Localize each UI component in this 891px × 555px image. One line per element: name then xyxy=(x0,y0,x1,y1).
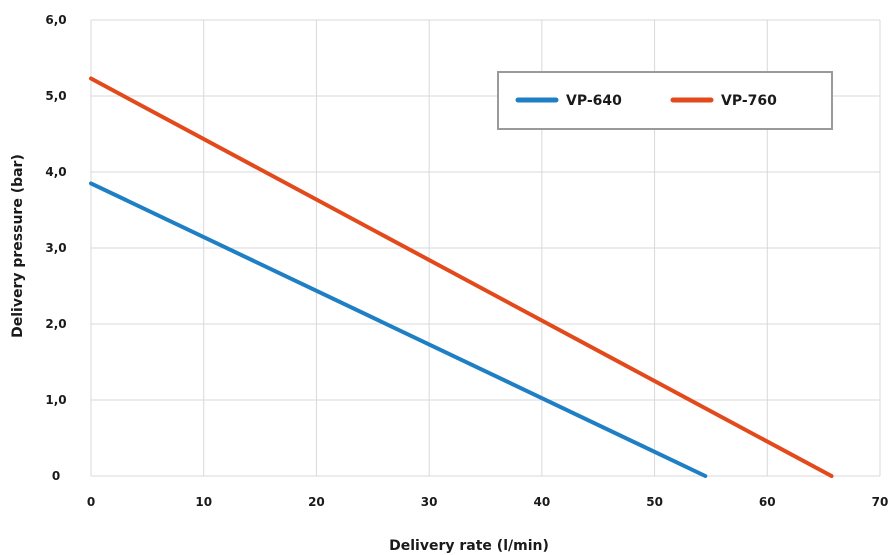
series-line-vp-640 xyxy=(89,181,708,478)
x-tick-label-2: 20 xyxy=(308,495,325,509)
y-tick-label-6: 6,0 xyxy=(45,13,66,27)
x-tick-label-5: 50 xyxy=(646,495,663,509)
y-axis-title: Delivery pressure (bar) xyxy=(10,154,26,338)
legend-label-vp-760: VP-760 xyxy=(721,93,777,109)
x-axis-title: Delivery rate (l/min) xyxy=(389,538,549,554)
x-axis: 0 10 20 30 40 50 60 70 xyxy=(87,495,889,509)
x-tick-label-3: 30 xyxy=(421,495,438,509)
x-tick-label-0: 0 xyxy=(87,495,95,509)
x-tick-label-1: 10 xyxy=(195,495,212,509)
y-axis: 0 1,0 2,0 3,0 4,0 5,0 6,0 xyxy=(45,13,66,483)
legend-label-vp-640: VP-640 xyxy=(566,93,622,109)
y-tick-label-3: 3,0 xyxy=(45,241,66,255)
x-tick-label-4: 40 xyxy=(534,495,551,509)
legend: VP-640 VP-760 xyxy=(497,71,833,130)
x-tick-label-7: 70 xyxy=(872,495,889,509)
y-tick-label-1: 1,0 xyxy=(45,393,66,407)
x-tick-label-6: 60 xyxy=(759,495,776,509)
y-tick-label-4: 4,0 xyxy=(45,165,66,179)
y-tick-label-5: 5,0 xyxy=(45,89,66,103)
y-tick-label-2: 2,0 xyxy=(45,317,66,331)
series-layer xyxy=(89,76,834,478)
series-line-vp-760 xyxy=(89,76,834,478)
y-tick-label-0: 0 xyxy=(52,469,60,483)
